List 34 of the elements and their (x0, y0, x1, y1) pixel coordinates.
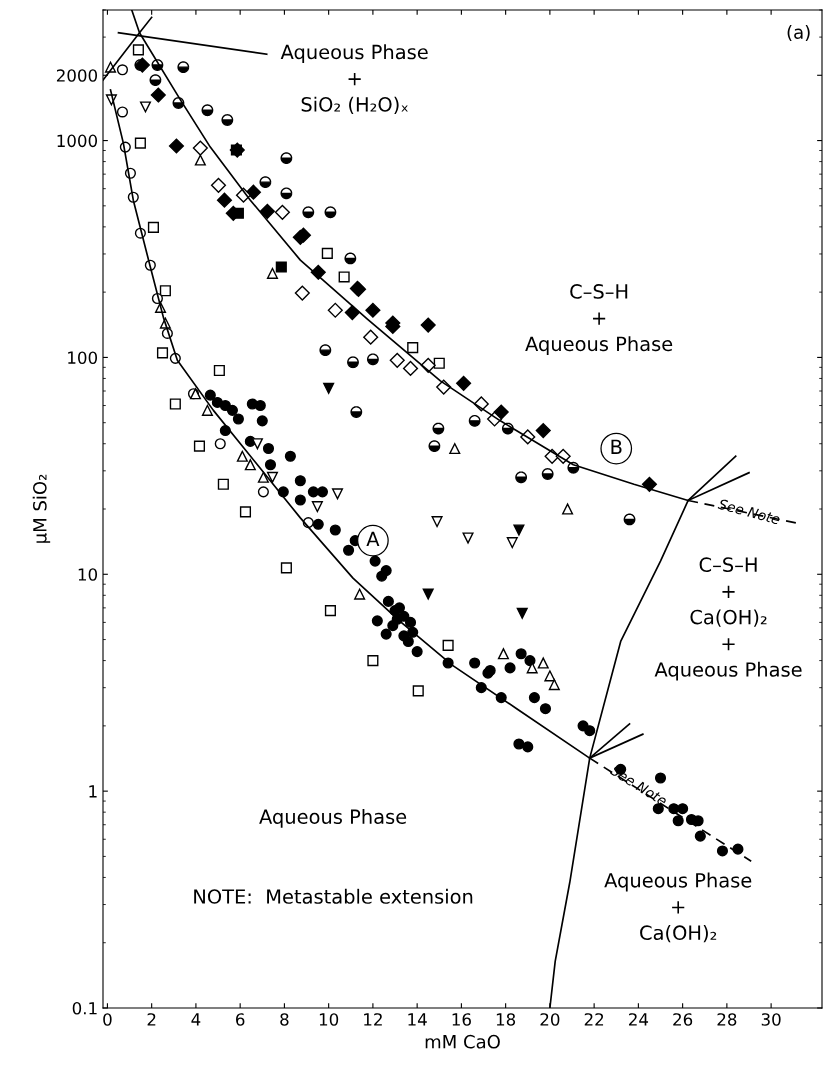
annotation: A (366, 531, 380, 546)
annotation: See Note (717, 498, 781, 525)
x-tick-label: 18 (496, 1013, 516, 1026)
annotation: (a) (787, 24, 810, 42)
annotation: C–S–H + Aqueous Phase (525, 284, 673, 355)
annotation: B (611, 439, 622, 454)
y-tick-label: 1 (89, 785, 97, 798)
x-tick-label: 22 (584, 1013, 604, 1026)
annotation: Aqueous Phase (259, 808, 407, 828)
x-tick-label: 8 (280, 1013, 289, 1026)
x-tick-label: 26 (673, 1013, 693, 1026)
y-tick-label: 0.1 (72, 1001, 97, 1015)
x-tick-label: 0 (103, 1013, 112, 1026)
y-tick-label: 100 (68, 351, 98, 364)
y-tick-label: 10 (78, 568, 98, 581)
x-tick-label: 4 (191, 1013, 201, 1026)
x-tick-label: 6 (236, 1013, 245, 1026)
annotation: Aqueous Phase + SiO₂ (H₂O)ₓ (280, 44, 428, 114)
x-tick-label: 24 (629, 1013, 649, 1026)
x-tick-label: 30 (761, 1013, 781, 1026)
x-tick-label: 20 (540, 1013, 560, 1026)
annotation: C–S–H + Ca(OH)₂ + Aqueous Phase (654, 557, 802, 681)
x-tick-label: 12 (364, 1013, 382, 1026)
x-axis-title: mM CaO (425, 1034, 500, 1049)
y-tick-label: 1000 (57, 134, 98, 148)
x-tick-label: 2 (147, 1013, 156, 1026)
annotation: NOTE: Metastable extension (194, 888, 473, 904)
x-tick-label: 28 (717, 1013, 737, 1026)
x-tick-label: 10 (319, 1013, 339, 1026)
y-tick-label: 2000 (56, 69, 98, 82)
x-tick-label: 16 (452, 1013, 471, 1026)
annotation: Aqueous Phase + Ca(OH)₂ (604, 872, 752, 943)
y-axis-title: μM SiO₂ (32, 474, 51, 543)
x-tick-label: 14 (408, 1013, 427, 1026)
